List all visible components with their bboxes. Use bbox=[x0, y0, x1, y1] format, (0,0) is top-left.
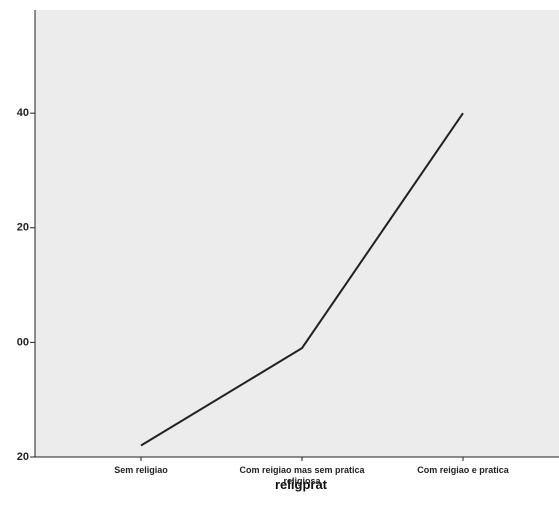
y-tick-label: 20 bbox=[17, 451, 29, 463]
x-tick-label: Com reigiao e pratica bbox=[417, 465, 509, 475]
y-tick-label: 00 bbox=[17, 336, 29, 348]
x-axis-title: religprat bbox=[274, 477, 327, 492]
plot-area bbox=[35, 10, 559, 457]
y-tick-label: 40 bbox=[17, 107, 29, 119]
x-tick-label: Com reigiao mas sem pratica religiosa bbox=[239, 465, 365, 486]
line bbox=[140, 112, 464, 447]
y-tick-label: 20 bbox=[17, 222, 29, 234]
x-tick-label: Sem religiao bbox=[114, 465, 168, 475]
